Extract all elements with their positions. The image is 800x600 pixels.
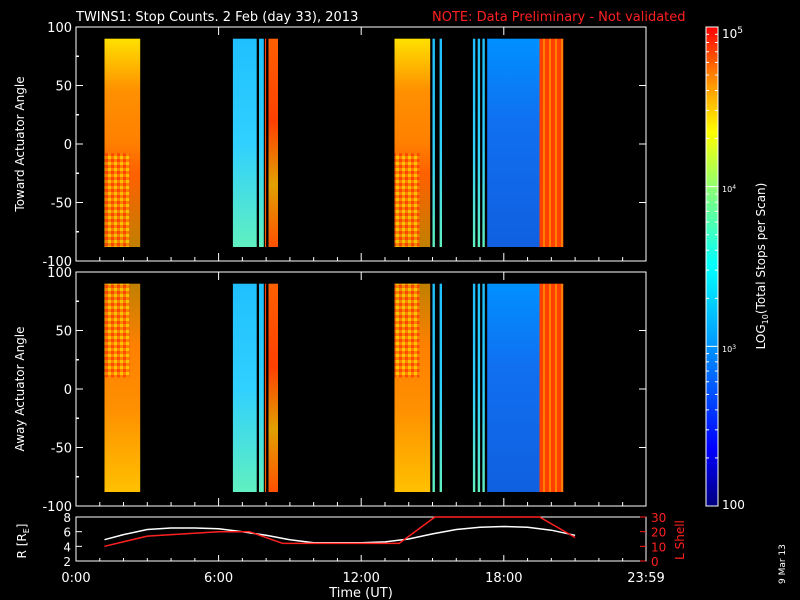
away-segment-5-texture bbox=[394, 283, 420, 378]
toward-segment-4 bbox=[268, 38, 278, 248]
orbit-y2tick-label-2: 10 bbox=[651, 540, 666, 554]
x-tick-label-0: 0:00 bbox=[61, 571, 90, 586]
preliminary-note: NOTE: Data Preliminary - Not validated bbox=[432, 10, 686, 25]
toward-ytick-label-1: 50 bbox=[55, 80, 72, 95]
toward-ytick-label-0: 100 bbox=[47, 21, 72, 36]
orbit-y2-label: L Shell bbox=[673, 520, 687, 560]
colorbar-mid-label: 103 bbox=[722, 344, 736, 354]
away-segment-11 bbox=[487, 283, 540, 492]
away-ytick-label-1: 50 bbox=[55, 325, 72, 340]
away-segment-10 bbox=[482, 283, 485, 492]
colorbar: 100 103 104 105 LOG10(Total Stops per Sc… bbox=[705, 26, 770, 512]
plot-title: TWINS1: Stop Counts. 2 Feb (day 33), 201… bbox=[75, 10, 358, 25]
x-tick-label-2: 12:00 bbox=[342, 571, 379, 586]
toward-y-ticks: 100 50 0 -50 -100 bbox=[42, 21, 646, 270]
orbit-y-label: R [RE] bbox=[15, 524, 31, 559]
away-segment-12 bbox=[539, 283, 564, 492]
away-ytick-label-3: -50 bbox=[51, 442, 72, 457]
toward-segment-10 bbox=[482, 38, 485, 248]
away-ytick-label-2: 0 bbox=[64, 383, 72, 398]
x-tick-label-3: 18:00 bbox=[485, 571, 522, 586]
colorbar-gradient bbox=[705, 26, 719, 507]
away-y-label: Away Actuator Angle bbox=[13, 326, 27, 451]
toward-segment-5-texture bbox=[394, 153, 420, 247]
colorbar-max-label: 105 bbox=[722, 26, 743, 41]
away-segment-8 bbox=[472, 283, 476, 492]
away-panel: 100 50 0 -50 -100 Away Actuator Angle bbox=[13, 266, 647, 515]
toward-segment-9 bbox=[477, 38, 481, 248]
orbit-y2tick-label-3: 0 bbox=[651, 555, 659, 569]
toward-segment-2 bbox=[259, 38, 264, 248]
away-ytick-label-4: -100 bbox=[42, 500, 72, 515]
away-y-ticks: 100 50 0 -50 -100 bbox=[42, 266, 646, 515]
toward-segment-0-texture bbox=[104, 153, 130, 247]
toward-x-ticks bbox=[75, 27, 647, 261]
toward-ytick-label-4: -100 bbox=[42, 255, 72, 270]
toward-y-label: Toward Actuator Angle bbox=[13, 76, 27, 212]
footer-date: 9 Mar 13 bbox=[778, 544, 788, 584]
colorbar-min-label: 100 bbox=[722, 498, 745, 512]
away-segment-3 bbox=[264, 283, 267, 492]
orbit-series-L bbox=[104, 516, 576, 548]
away-ytick-label-0: 100 bbox=[47, 266, 72, 281]
colorbar-upper-label: 104 bbox=[722, 184, 736, 194]
orbit-ytick-label-3: 2 bbox=[63, 555, 71, 569]
orbit-y2tick-label-0: 30 bbox=[651, 511, 666, 525]
x-axis-tick-labels: 0:00 6:00 12:00 18:00 23:59 bbox=[61, 571, 664, 586]
away-segment-6 bbox=[432, 283, 435, 492]
away-x-ticks bbox=[75, 272, 647, 506]
away-segments bbox=[104, 283, 564, 492]
toward-ytick-label-3: -50 bbox=[51, 197, 72, 212]
toward-segment-1 bbox=[232, 38, 257, 248]
orbit-ytick-label-2: 4 bbox=[63, 540, 71, 554]
toward-segment-8 bbox=[472, 38, 476, 248]
away-segment-9 bbox=[477, 283, 481, 492]
orbit-ytick-label-1: 6 bbox=[63, 526, 71, 540]
orbit-y2tick-label-1: 20 bbox=[651, 526, 666, 540]
orbit-lines bbox=[104, 516, 576, 548]
toward-segment-12 bbox=[539, 38, 564, 248]
toward-segment-7 bbox=[439, 38, 442, 248]
toward-segment-3 bbox=[264, 38, 267, 248]
away-segment-0-texture bbox=[104, 283, 130, 378]
orbit-x-ticks bbox=[75, 555, 647, 561]
away-segment-4 bbox=[268, 283, 278, 492]
colorbar-ticks bbox=[706, 33, 718, 507]
away-segment-2 bbox=[259, 283, 264, 492]
toward-segment-11 bbox=[487, 38, 540, 248]
away-segment-1 bbox=[232, 283, 257, 492]
away-segment-7 bbox=[439, 283, 442, 492]
toward-segments bbox=[104, 38, 564, 248]
x-axis-label: Time (UT) bbox=[328, 586, 393, 600]
toward-panel: 100 50 0 -50 -100 Toward Actuator Angle bbox=[13, 21, 647, 270]
colorbar-label: LOG10(Total Stops per Scan) bbox=[754, 183, 770, 350]
x-tick-label-4: 23:59 bbox=[627, 571, 664, 586]
x-tick-label-1: 6:00 bbox=[204, 571, 233, 586]
orbit-ytick-label-0: 8 bbox=[63, 511, 71, 525]
toward-ytick-label-2: 0 bbox=[64, 138, 72, 153]
toward-segment-6 bbox=[432, 38, 435, 248]
